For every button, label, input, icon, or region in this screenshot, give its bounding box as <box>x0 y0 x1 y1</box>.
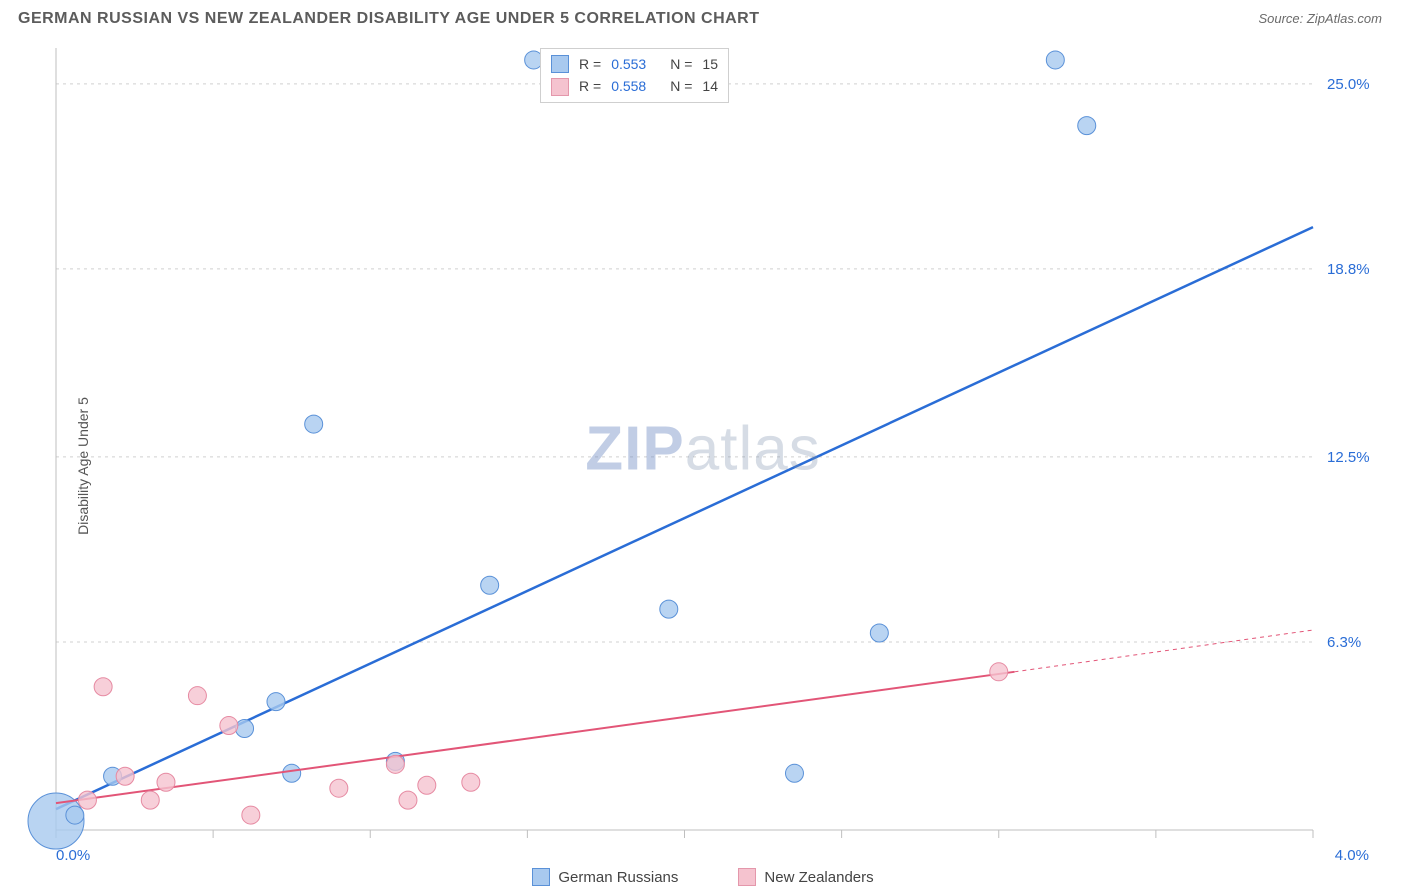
series-legend: German Russians New Zealanders <box>0 868 1406 886</box>
data-point <box>481 576 499 594</box>
r-label: R = <box>579 53 601 75</box>
correlation-legend: R = 0.553 N = 15 R = 0.558 N = 14 <box>540 48 729 103</box>
data-point <box>66 806 84 824</box>
legend-row: R = 0.553 N = 15 <box>551 53 718 75</box>
data-point <box>188 687 206 705</box>
legend-item: New Zealanders <box>738 868 873 886</box>
legend-label: German Russians <box>558 869 678 886</box>
scatter-chart: 6.3% 12.5% 18.8% 25.0% 0.0% 4.0% <box>0 40 1406 892</box>
chart-title: GERMAN RUSSIAN VS NEW ZEALANDER DISABILI… <box>18 10 760 28</box>
data-point <box>236 720 254 738</box>
data-point <box>660 600 678 618</box>
source-prefix: Source: <box>1258 11 1306 26</box>
data-point <box>94 678 112 696</box>
data-point <box>870 624 888 642</box>
n-value: 14 <box>702 75 718 97</box>
y-tick-label: 6.3% <box>1327 634 1361 651</box>
x-max-label: 4.0% <box>1335 847 1369 864</box>
r-value: 0.553 <box>611 53 646 75</box>
data-point <box>305 415 323 433</box>
n-label: N = <box>670 53 692 75</box>
legend-row: R = 0.558 N = 14 <box>551 75 718 97</box>
data-point <box>1078 117 1096 135</box>
data-point <box>1046 51 1064 69</box>
y-tick-label: 12.5% <box>1327 449 1370 466</box>
legend-swatch <box>551 55 569 73</box>
n-value: 15 <box>702 53 718 75</box>
data-point <box>157 773 175 791</box>
r-value: 0.558 <box>611 75 646 97</box>
data-point <box>141 791 159 809</box>
data-point <box>399 791 417 809</box>
data-point <box>418 776 436 794</box>
data-point <box>220 717 238 735</box>
data-point <box>283 764 301 782</box>
data-point <box>267 693 285 711</box>
data-point <box>990 663 1008 681</box>
legend-swatch <box>738 868 756 886</box>
header: GERMAN RUSSIAN VS NEW ZEALANDER DISABILI… <box>0 0 1406 34</box>
data-point <box>242 806 260 824</box>
source-link[interactable]: ZipAtlas.com <box>1307 11 1382 26</box>
n-label: N = <box>670 75 692 97</box>
data-point <box>78 791 96 809</box>
r-label: R = <box>579 75 601 97</box>
data-point <box>330 779 348 797</box>
legend-label: New Zealanders <box>764 869 873 886</box>
x-min-label: 0.0% <box>56 847 90 864</box>
data-point <box>785 764 803 782</box>
source-credit: Source: ZipAtlas.com <box>1258 11 1382 26</box>
data-point <box>386 755 404 773</box>
legend-item: German Russians <box>532 868 678 886</box>
y-tick-label: 25.0% <box>1327 76 1370 93</box>
data-point <box>116 767 134 785</box>
chart-area: Disability Age Under 5 ZIPatlas 6.3%12.5… <box>0 40 1406 892</box>
data-point <box>462 773 480 791</box>
legend-swatch <box>551 78 569 96</box>
y-axis-label: Disability Age Under 5 <box>75 397 91 535</box>
legend-swatch <box>532 868 550 886</box>
regression-extrapolation <box>1014 630 1313 672</box>
y-tick-label: 18.8% <box>1327 261 1370 278</box>
